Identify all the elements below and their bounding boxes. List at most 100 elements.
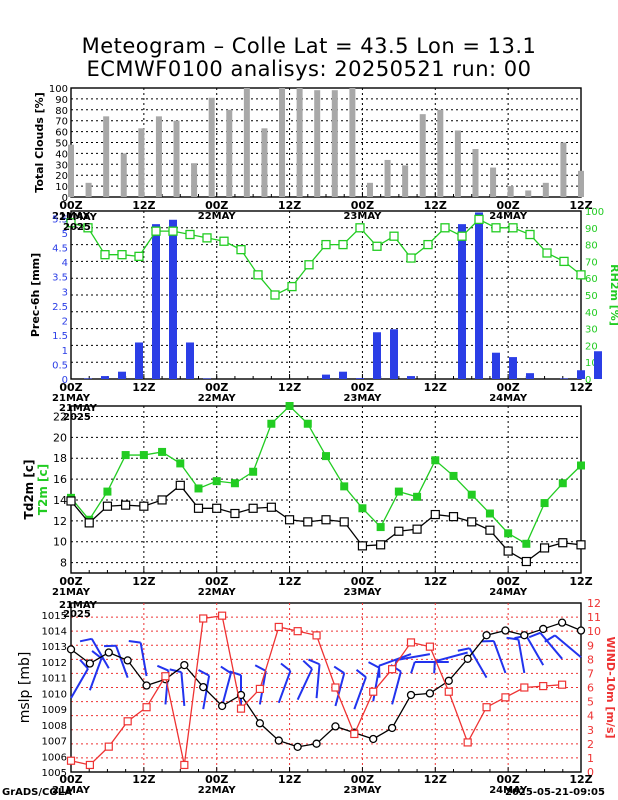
time-label: 12Z xyxy=(278,199,301,212)
mslp-marker xyxy=(331,722,340,731)
rh-marker xyxy=(440,223,450,233)
clouds-bar xyxy=(208,97,215,197)
precip-bar xyxy=(186,342,194,379)
clouds-ytick: 90 xyxy=(55,95,68,106)
t2m-marker xyxy=(485,509,494,518)
wind-marker xyxy=(425,642,434,651)
t2m-marker xyxy=(267,419,276,428)
mslp-marker xyxy=(85,659,95,668)
precip-bar xyxy=(356,378,364,379)
t2m-marker xyxy=(376,523,385,532)
t2m-marker xyxy=(303,419,312,428)
wind-barb-flag xyxy=(220,665,232,674)
wind-marker xyxy=(558,680,567,689)
rh-line xyxy=(70,218,582,296)
wind-barb xyxy=(221,672,232,707)
time-label: 00Z xyxy=(496,575,519,588)
rh-marker xyxy=(168,226,178,236)
panel3-year: 2025 xyxy=(63,412,91,423)
wind-ytick: 2 xyxy=(587,738,594,751)
td2m-marker xyxy=(357,541,368,551)
wind-barb-flag xyxy=(280,662,292,672)
t2m-marker xyxy=(121,451,130,460)
date-label: 21MAY xyxy=(52,587,91,598)
precip-bar xyxy=(203,378,211,379)
wind-ytick: 11 xyxy=(587,611,601,624)
rh-marker xyxy=(389,231,399,241)
rh-ytick: 30 xyxy=(585,325,598,336)
wind-marker xyxy=(123,717,132,726)
wind-marker xyxy=(199,614,208,623)
td2m-marker xyxy=(539,543,550,553)
wind-marker xyxy=(482,703,491,712)
wind-barb xyxy=(139,642,148,677)
wind-marker xyxy=(369,687,378,696)
mslp-marker xyxy=(274,736,283,745)
wind-barb xyxy=(372,667,381,702)
td2m-marker xyxy=(193,503,204,513)
precip-bar xyxy=(84,378,92,379)
time-label: 00Z xyxy=(205,575,228,588)
rh-ytick: 100 xyxy=(585,207,604,218)
date-label: 24MAY xyxy=(489,587,528,598)
wind-barb xyxy=(180,672,186,707)
prec-ytick: 5.5 xyxy=(52,214,68,225)
rh-ytick: 90 xyxy=(585,224,598,235)
wind-barb-flag xyxy=(229,670,242,677)
precip-bar xyxy=(390,329,398,379)
wind-barb-flag xyxy=(457,647,470,652)
mslp-marker xyxy=(576,626,586,635)
wind-barb xyxy=(315,664,321,699)
td2m-marker xyxy=(339,517,349,527)
wind-barb xyxy=(115,645,129,679)
wind-barb xyxy=(391,671,402,705)
wind-barb-flag xyxy=(506,636,519,641)
clouds-bar xyxy=(507,186,514,197)
wind-ytick: 10 xyxy=(587,625,601,638)
mslp-ytick: 1005 xyxy=(42,768,67,779)
clouds-bar xyxy=(542,182,549,197)
t2m-marker xyxy=(504,529,513,538)
time-label: 12Z xyxy=(278,575,301,588)
wind-ytick: 0 xyxy=(587,766,594,779)
time-label: 00Z xyxy=(496,773,519,786)
time-label: 12Z xyxy=(132,381,155,394)
prec-ytick: 1 xyxy=(62,346,68,357)
precip-bar xyxy=(594,351,602,379)
clouds-bar xyxy=(366,182,373,197)
mslp-marker xyxy=(293,742,302,751)
mslp-ytick: 1015 xyxy=(42,611,67,622)
clouds-bar xyxy=(419,114,426,197)
prec-ytick: 2 xyxy=(62,317,68,328)
mslp-marker xyxy=(255,719,265,728)
time-label: 12Z xyxy=(132,199,155,212)
clouds-ytick: 80 xyxy=(55,106,68,117)
wind-barb xyxy=(90,638,110,669)
rh-marker xyxy=(372,241,382,251)
mslp-marker xyxy=(557,618,567,627)
rh-marker xyxy=(100,250,110,260)
clouds-ytick: 60 xyxy=(55,128,68,139)
rh-marker xyxy=(525,229,535,240)
time-label: 12Z xyxy=(424,773,447,786)
temp-ytick: 8 xyxy=(60,557,67,570)
rh-marker xyxy=(474,214,484,225)
td2m-marker xyxy=(121,500,131,510)
rh-ytick: 10 xyxy=(585,358,598,369)
rh-marker xyxy=(66,218,76,228)
wind-barb-flag xyxy=(355,668,367,678)
rh-marker xyxy=(270,290,280,300)
wind-barb-flag xyxy=(302,659,313,670)
rh-marker xyxy=(542,248,552,258)
clouds-bar xyxy=(261,128,268,197)
wind-barb xyxy=(396,653,431,661)
rh-ylabel: RH2m [%] xyxy=(608,264,618,326)
wind-ytick: 3 xyxy=(587,724,594,737)
rh-ytick: 70 xyxy=(585,257,598,268)
temp-ytick: 20 xyxy=(53,431,67,444)
t2m-marker xyxy=(449,471,458,480)
t2m-marker xyxy=(285,402,294,410)
t2m-marker xyxy=(194,484,203,493)
panel3-date: 21MAY xyxy=(59,403,98,414)
precip-bar xyxy=(526,373,534,379)
